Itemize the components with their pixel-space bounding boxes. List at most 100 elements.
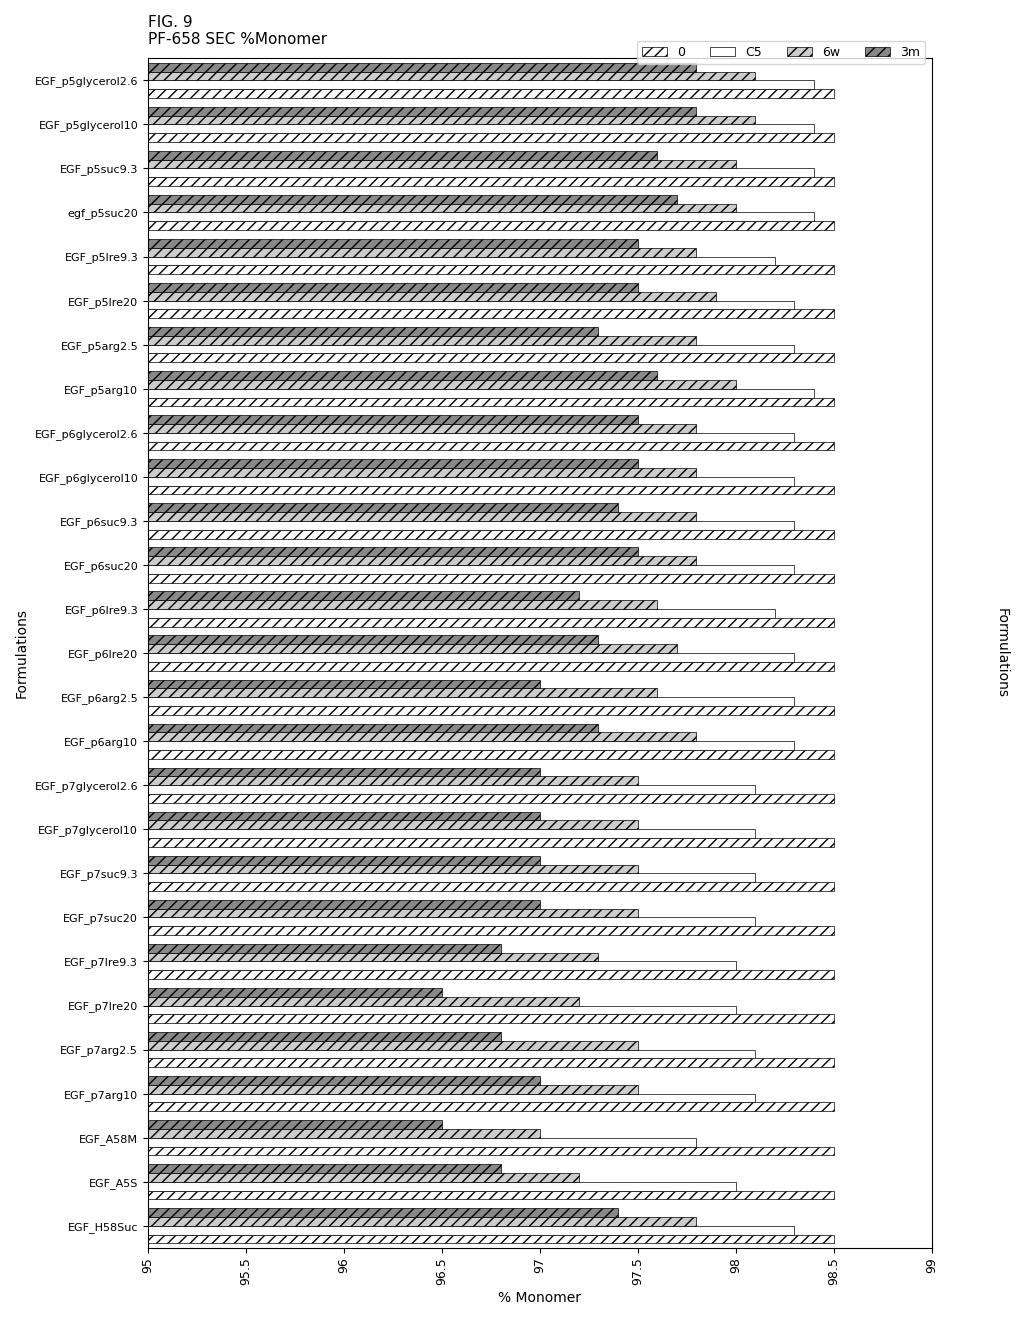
Bar	[147, 177, 834, 186]
Bar	[147, 71, 755, 81]
Bar	[147, 874, 755, 882]
Bar	[147, 997, 579, 1006]
Bar	[147, 442, 834, 450]
X-axis label: % Monomer: % Monomer	[499, 1291, 582, 1305]
Bar	[147, 1014, 834, 1023]
Bar	[147, 821, 638, 829]
Bar	[147, 416, 638, 424]
Bar	[147, 882, 834, 891]
Bar	[147, 855, 540, 865]
Bar	[147, 1085, 638, 1094]
Bar	[147, 618, 834, 627]
Bar	[147, 987, 441, 997]
Bar	[147, 829, 755, 838]
Bar	[147, 795, 834, 803]
Bar	[147, 750, 834, 759]
Bar	[147, 213, 814, 222]
Bar	[147, 591, 579, 601]
Bar	[147, 301, 795, 309]
Bar	[147, 1049, 755, 1059]
Bar	[147, 150, 657, 160]
Bar	[147, 785, 755, 795]
Bar	[147, 680, 540, 688]
Bar	[147, 556, 696, 565]
Bar	[147, 203, 735, 213]
Bar	[147, 917, 755, 927]
Bar	[147, 169, 814, 177]
Bar	[147, 1217, 696, 1226]
Bar	[147, 486, 834, 495]
Bar	[147, 1208, 618, 1217]
Y-axis label: Formulations: Formulations	[15, 609, 29, 698]
Bar	[147, 706, 834, 714]
Bar	[147, 459, 638, 469]
Bar	[147, 1032, 501, 1040]
Bar	[147, 292, 716, 301]
Bar	[147, 248, 696, 256]
Bar	[147, 116, 755, 124]
Bar	[147, 512, 696, 521]
Bar	[147, 609, 775, 618]
Bar	[147, 865, 638, 874]
Bar	[147, 529, 834, 539]
Bar	[147, 124, 814, 133]
Bar	[147, 812, 540, 821]
Bar	[147, 1040, 638, 1049]
Bar	[147, 1164, 501, 1173]
Bar	[147, 1094, 755, 1102]
Bar	[147, 653, 795, 661]
Bar	[147, 1129, 540, 1138]
Bar	[147, 900, 540, 908]
Bar	[147, 1226, 795, 1234]
Bar	[147, 62, 696, 71]
Bar	[147, 1191, 834, 1200]
Bar	[147, 1059, 834, 1067]
Bar	[147, 222, 834, 230]
Bar	[147, 1102, 834, 1111]
Bar	[147, 723, 598, 733]
Bar	[147, 776, 638, 785]
Bar	[147, 81, 814, 90]
Bar	[147, 195, 677, 203]
Bar	[147, 635, 598, 644]
Bar	[147, 970, 834, 979]
Bar	[147, 371, 657, 380]
Bar	[147, 548, 638, 556]
Bar	[147, 345, 795, 354]
Bar	[147, 1138, 696, 1147]
Bar	[147, 601, 657, 609]
Bar	[147, 908, 638, 917]
Bar	[147, 1006, 735, 1014]
Bar	[147, 424, 696, 433]
Bar	[147, 239, 638, 248]
Bar	[147, 1181, 735, 1191]
Bar	[147, 1121, 441, 1129]
Bar	[147, 335, 696, 345]
Bar	[147, 397, 834, 407]
Bar	[147, 469, 696, 477]
Bar	[147, 265, 834, 275]
Bar	[147, 388, 814, 397]
Bar	[147, 354, 834, 362]
Bar	[147, 133, 834, 143]
Bar	[147, 1234, 834, 1243]
Bar	[147, 1173, 579, 1181]
Legend: 0, C5, 6w, 3m: 0, C5, 6w, 3m	[637, 41, 926, 63]
Bar	[147, 90, 834, 98]
Bar	[147, 661, 834, 671]
Bar	[147, 282, 638, 292]
Bar	[147, 953, 598, 961]
Bar	[147, 477, 795, 486]
Bar	[147, 742, 795, 750]
Bar	[147, 521, 795, 529]
Bar	[147, 309, 834, 318]
Bar	[147, 256, 775, 265]
Bar	[147, 327, 598, 335]
Bar	[147, 688, 657, 697]
Bar	[147, 1076, 540, 1085]
Bar	[147, 927, 834, 935]
Text: FIG. 9
PF-658 SEC %Monomer: FIG. 9 PF-658 SEC %Monomer	[147, 15, 327, 48]
Bar	[147, 503, 618, 512]
Bar	[147, 697, 795, 706]
Bar	[147, 160, 735, 169]
